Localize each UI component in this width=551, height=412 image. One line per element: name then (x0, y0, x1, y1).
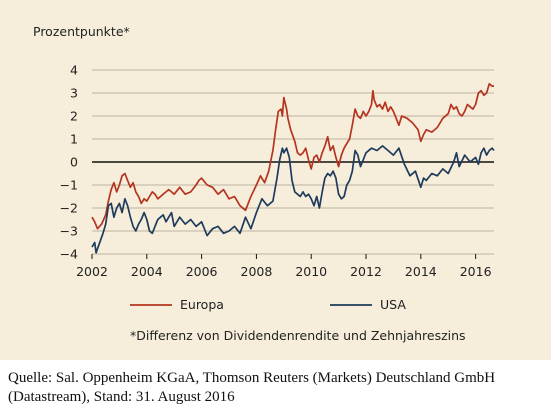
gridlines (92, 69, 494, 255)
y-tick-label: −3 (60, 224, 78, 239)
y-tick-label: −1 (60, 178, 78, 193)
x-tick-label: 2016 (460, 264, 492, 279)
legend: Europa USA (130, 297, 406, 312)
y-tick-label: 0 (70, 155, 78, 170)
source-note: Quelle: Sal. Oppenheim KGaA, Thomson Reu… (8, 370, 496, 405)
legend-label-europa: Europa (180, 297, 224, 312)
x-tick-label: 2008 (241, 264, 273, 279)
x-tick-label: 2012 (350, 264, 382, 279)
series-line-europa (91, 82, 494, 230)
x-tick-label: 2002 (76, 264, 108, 279)
y-axis-label: Prozentpunkte* (33, 24, 130, 39)
series-lines (91, 82, 495, 254)
x-tick-label: 2014 (405, 264, 437, 279)
series-line-usa (91, 145, 495, 254)
x-tick-label: 2010 (295, 264, 327, 279)
x-tick-labels: 2002 2004 2006 2008 2010 2012 2014 2016 (76, 254, 492, 279)
y-tick-label: −4 (60, 247, 78, 262)
footnote: *Differenz von Dividendenrendite und Zeh… (130, 328, 466, 343)
y-tick-label: 3 (70, 86, 78, 101)
x-tick-label: 2004 (131, 264, 163, 279)
legend-label-usa: USA (380, 297, 406, 312)
y-tick-label: −2 (60, 201, 78, 216)
y-tick-label: 1 (70, 132, 78, 147)
y-tick-label: 4 (70, 63, 78, 78)
y-tick-labels: 4 3 2 1 0 −1 −2 −3 −4 (60, 63, 78, 262)
chart-panel (0, 0, 551, 360)
y-tick-label: 2 (70, 109, 78, 124)
x-tick-label: 2006 (186, 264, 218, 279)
